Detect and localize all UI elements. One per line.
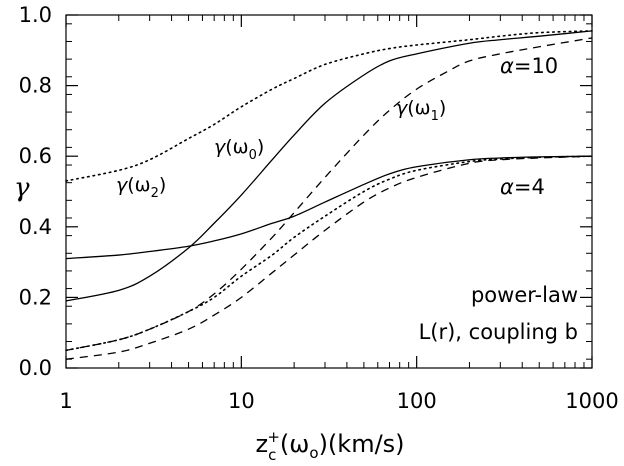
svg-text:zc+(ωo)(km/s): zc+(ωo)(km/s): [255, 428, 404, 464]
series-lines: [65, 30, 593, 360]
svg-text:γ(ω1): γ(ω1): [396, 97, 446, 124]
x-tick-label: 1: [59, 389, 72, 413]
annotation-alpha10: α=10: [500, 54, 558, 78]
annotation-gamma-omega0: γ(ω0): [214, 136, 264, 163]
plot-frame: [65, 14, 593, 369]
annotation-gamma-omega2: γ(ω2): [116, 174, 166, 201]
x-tick-label: 1000: [565, 389, 618, 413]
svg-text:α=4: α=4: [500, 175, 545, 199]
axis-ticks: 1 10 100 1000 0.0 0.2 0.4 0.6 0.8 1.0: [19, 3, 619, 413]
x-tick-label: 10: [228, 389, 255, 413]
y-tick-label: 0.4: [19, 215, 52, 239]
y-tick-label: 0.6: [19, 144, 52, 168]
svg-text:γ(ω0): γ(ω0): [214, 136, 264, 163]
y-tick-label: 0.0: [19, 356, 52, 380]
y-tick-label: 1.0: [19, 3, 52, 27]
y-tick-label: 0.2: [19, 285, 52, 309]
series-line-alpha10-solid: [65, 30, 593, 302]
svg-text:γ(ω2): γ(ω2): [116, 174, 166, 201]
svg-text:α=10: α=10: [500, 54, 558, 78]
y-tick-label: 0.8: [19, 74, 52, 98]
x-axis-label: zc+(ωo)(km/s): [255, 428, 404, 464]
series-line-alpha4-solid: [65, 155, 593, 260]
x-tick-label: 100: [397, 389, 437, 413]
annotation-gamma-omega1: γ(ω1): [396, 97, 446, 124]
legend-line-1: power-law: [471, 283, 578, 307]
annotation-alpha4: α=4: [500, 175, 545, 199]
y-axis-label: γ: [14, 173, 30, 203]
legend-line-2: L(r), coupling b: [419, 320, 578, 344]
series-line-alpha4-dotted: [65, 155, 593, 352]
